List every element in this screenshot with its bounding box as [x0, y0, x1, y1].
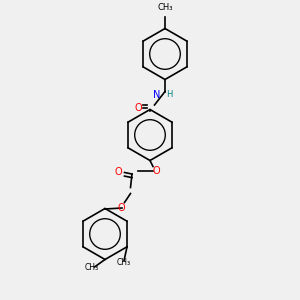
Text: O: O — [152, 166, 160, 176]
Text: O: O — [134, 103, 142, 113]
Text: CH₃: CH₃ — [117, 258, 131, 267]
Text: N: N — [153, 89, 160, 100]
Text: O: O — [115, 167, 122, 178]
Text: CH₃: CH₃ — [84, 263, 99, 272]
Text: CH₃: CH₃ — [157, 3, 173, 12]
Text: H: H — [167, 90, 173, 99]
Text: O: O — [118, 203, 125, 214]
